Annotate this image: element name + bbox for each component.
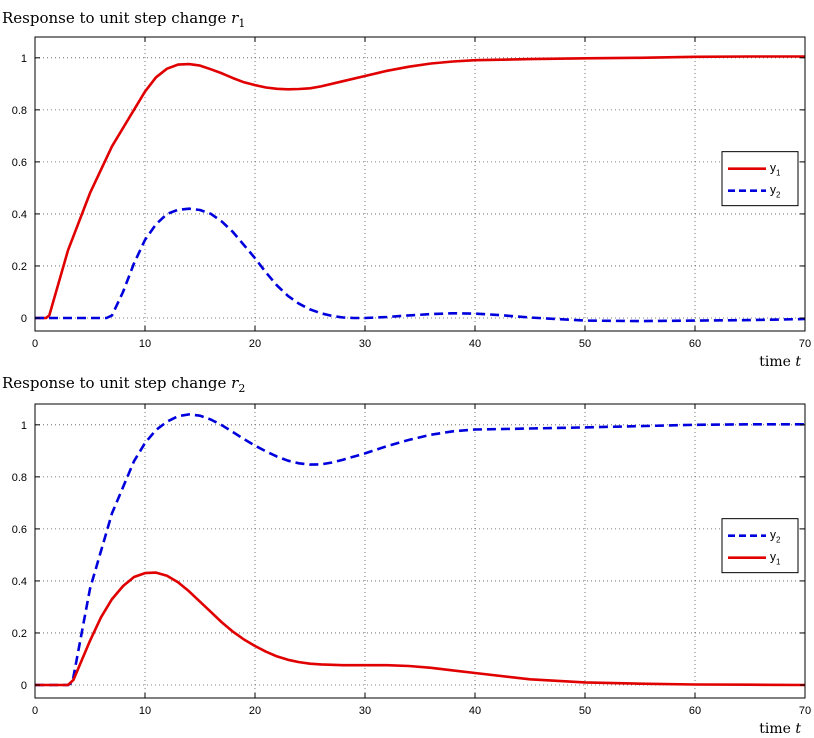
legend-box: [721, 151, 799, 207]
y-tick-label: 0.2: [12, 261, 27, 273]
x-tick-label: 20: [249, 338, 261, 350]
x-tick-label: 70: [799, 338, 811, 350]
chart-title: Response to unit step change r1: [2, 9, 245, 30]
x-tick-label: 0: [32, 338, 38, 350]
x-tick-label: 30: [359, 338, 371, 350]
y-tick-label: 0.4: [12, 576, 27, 588]
y-tick-label: 0.8: [12, 472, 27, 484]
y-tick-label: 1: [21, 420, 27, 432]
x-tick-label: 70: [799, 705, 811, 717]
x-tick-label: 0: [32, 705, 38, 717]
x-axis-label: time t: [759, 721, 801, 737]
x-tick-label: 40: [469, 338, 481, 350]
x-tick-label: 50: [579, 338, 591, 350]
x-axis-label: time t: [759, 354, 801, 370]
x-tick-label: 20: [249, 705, 261, 717]
y-tick-label: 0.6: [12, 524, 27, 536]
chart-panel-r2: Response to unit step change r2 0 10 20 30 4…: [2, 374, 811, 737]
x-tick-label: 10: [139, 705, 151, 717]
series-line-y2: [35, 207, 806, 323]
series-line-y2: [35, 413, 805, 687]
x-tick-label: 40: [469, 705, 481, 717]
legend-label-y1: y1: [770, 550, 781, 567]
y-tick-label: 0: [21, 313, 27, 325]
x-tick-label: 60: [689, 338, 701, 350]
x-tick-label: 30: [359, 705, 371, 717]
legend-label-y2: y2: [770, 183, 781, 200]
y-tick-label: 0.8: [12, 105, 27, 117]
series-line-y1: [35, 571, 806, 687]
x-tick-label: 60: [689, 705, 701, 717]
y-tick-label: 0.4: [12, 209, 27, 221]
chart-panel-r1: Response to unit step change r1 0 10 20 30 4…: [2, 9, 811, 370]
x-tick-label: 50: [579, 705, 591, 717]
x-tick-label: 10: [139, 338, 151, 350]
series-line-y1: [35, 55, 805, 320]
plot-border: [34, 403, 806, 699]
plot-area: [34, 36, 806, 332]
legend-label-y1: y1: [770, 161, 781, 178]
plot-area: [34, 403, 806, 699]
legend-box: [721, 518, 799, 574]
chart-title: Response to unit step change r2: [2, 374, 245, 395]
y-tick-label: 0: [21, 680, 27, 692]
y-tick-label: 1: [21, 53, 27, 65]
y-tick-label: 0.2: [12, 628, 27, 640]
legend-label-y2: y2: [770, 528, 781, 545]
y-tick-label: 0.6: [12, 157, 27, 169]
plot-border: [34, 36, 806, 332]
